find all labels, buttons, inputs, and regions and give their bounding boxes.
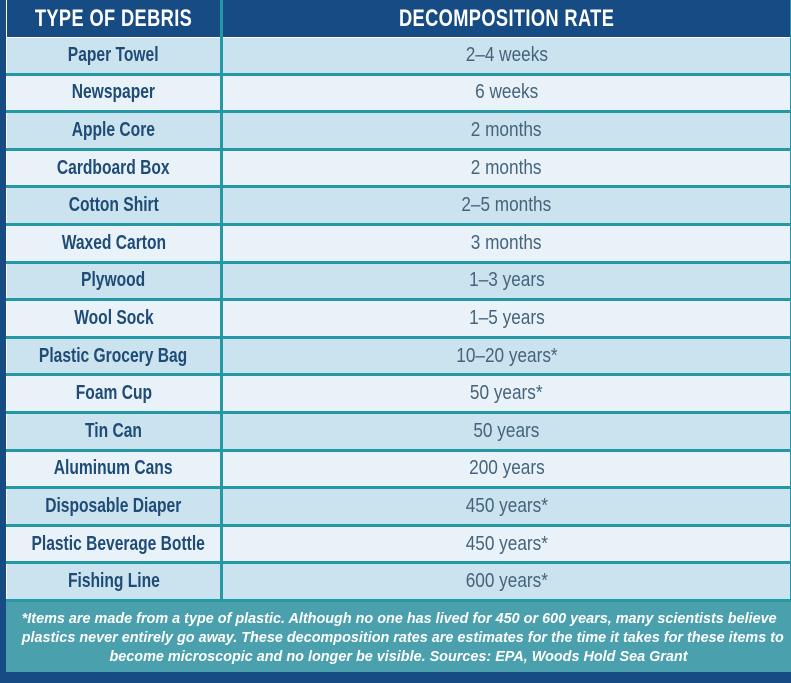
decomposition-rate-value: 2–5 months xyxy=(461,194,552,217)
debris-type-label: Fishing Line xyxy=(67,570,160,593)
decomposition-rate-value: 600 years* xyxy=(465,570,548,593)
debris-type-cell: Apple Core xyxy=(6,110,223,151)
footnote-line: become microscopic and no longer be visi… xyxy=(109,647,688,665)
debris-type-cell: Paper Towel xyxy=(6,37,223,76)
table-area: TYPE OF DEBRIS DECOMPOSITION RATE Paper … xyxy=(6,0,791,672)
table-row: Disposable Diaper 450 years* xyxy=(6,486,791,527)
debris-type-cell: Plastic Beverage Bottle xyxy=(6,523,223,565)
decomposition-rate-value: 2 months xyxy=(471,156,542,179)
debris-type-cell: Fishing Line xyxy=(6,561,223,602)
bottom-border xyxy=(0,675,791,683)
debris-type-cell: Foam Cup xyxy=(6,373,223,414)
debris-type-cell: Disposable Diaper xyxy=(6,486,223,527)
debris-type-label: Disposable Diaper xyxy=(45,494,182,517)
decomposition-rate-value: 6 weeks xyxy=(474,81,539,104)
decomposition-rate-cell: 450 years* xyxy=(221,486,791,527)
decomposition-rate-value: 2 months xyxy=(471,118,542,141)
debris-type-label: Wool Sock xyxy=(73,306,154,329)
decomposition-rate-cell: 2–5 months xyxy=(221,185,791,226)
debris-type-cell: Tin Can xyxy=(6,410,223,452)
table-row: Fishing Line 600 years* xyxy=(6,561,791,602)
header-cell-decomposition-rate: DECOMPOSITION RATE xyxy=(221,0,791,38)
debris-type-cell: Plywood xyxy=(6,260,223,302)
decomposition-rate-cell: 450 years* xyxy=(221,523,791,565)
decomposition-rate-value: 200 years xyxy=(468,457,545,480)
table-row: Apple Core 2 months xyxy=(6,110,791,151)
table-row: Plastic Grocery Bag 10–20 years* xyxy=(6,335,791,377)
table-row: Plywood 1–3 years xyxy=(6,260,791,302)
decomposition-rate-cell: 3 months xyxy=(221,222,791,264)
header-cell-type-of-debris: TYPE OF DEBRIS xyxy=(6,0,223,38)
decomposition-rate-value: 1–5 years xyxy=(468,306,545,329)
debris-type-cell: Aluminum Cans xyxy=(6,448,223,490)
table-row: Foam Cup 50 years* xyxy=(6,373,791,414)
table-row: Plastic Beverage Bottle 450 years* xyxy=(6,523,791,565)
table-row: Aluminum Cans 200 years xyxy=(6,448,791,490)
table-row: Cardboard Box 2 months xyxy=(6,147,791,189)
decomposition-rate-cell: 600 years* xyxy=(221,561,791,602)
table-row: Newspaper 6 weeks xyxy=(6,72,791,114)
debris-type-label: Plywood xyxy=(81,269,146,292)
debris-type-label: Waxed Carton xyxy=(61,231,166,254)
footnote: *Items are made from a type of plastic. … xyxy=(6,601,791,672)
debris-type-label: Tin Can xyxy=(85,419,142,442)
decomposition-rate-cell: 2 months xyxy=(221,110,791,151)
decomposition-rate-cell: 200 years xyxy=(221,448,791,490)
decomposition-rate-cell: 10–20 years* xyxy=(221,335,791,377)
debris-decomposition-table: TYPE OF DEBRIS DECOMPOSITION RATE Paper … xyxy=(6,0,791,602)
decomposition-rate-value: 50 years* xyxy=(470,382,543,405)
decomposition-rate-value: 450 years* xyxy=(465,532,548,555)
debris-type-label: Newspaper xyxy=(71,81,156,104)
decomposition-rate-cell: 2 months xyxy=(221,147,791,189)
table-body: Paper Towel 2–4 weeks Newspaper 6 weeks … xyxy=(6,37,791,602)
debris-type-cell: Cotton Shirt xyxy=(6,185,223,226)
table-row: Paper Towel 2–4 weeks xyxy=(6,37,791,76)
decomposition-rate-value: 10–20 years* xyxy=(455,344,558,367)
debris-type-label: Aluminum Cans xyxy=(54,457,173,480)
decomposition-rate-value: 450 years* xyxy=(465,494,548,517)
debris-type-label: Cardboard Box xyxy=(57,156,170,179)
table-row: Wool Sock 1–5 years xyxy=(6,298,791,339)
debris-type-cell: Plastic Grocery Bag xyxy=(6,335,223,377)
decomposition-rate-value: 50 years xyxy=(473,419,540,442)
debris-type-cell: Newspaper xyxy=(6,72,223,114)
header-label-decomposition-rate: DECOMPOSITION RATE xyxy=(398,4,615,32)
debris-type-label: Paper Towel xyxy=(68,43,159,66)
decomposition-rate-cell: 1–5 years xyxy=(221,298,791,339)
debris-type-label: Plastic Beverage Bottle xyxy=(31,532,205,555)
decomposition-rate-value: 2–4 weeks xyxy=(465,43,548,66)
header-label-type-of-debris: TYPE OF DEBRIS xyxy=(34,4,193,32)
table-row: Cotton Shirt 2–5 months xyxy=(6,185,791,226)
footnote-line: *Items are made from a type of plastic. … xyxy=(21,609,777,627)
debris-type-cell: Waxed Carton xyxy=(6,222,223,264)
decomposition-rate-value: 1–3 years xyxy=(468,269,545,292)
footnote-line: plastics never entirely go away. These d… xyxy=(21,628,784,646)
debris-type-label: Cotton Shirt xyxy=(68,194,159,217)
decomposition-rate-cell: 1–3 years xyxy=(221,260,791,302)
table-row: Tin Can 50 years xyxy=(6,410,791,452)
header-row: TYPE OF DEBRIS DECOMPOSITION RATE xyxy=(6,0,791,38)
decomposition-rate-cell: 6 weeks xyxy=(221,72,791,114)
decomposition-rate-cell: 50 years* xyxy=(221,373,791,414)
decomposition-rate-cell: 50 years xyxy=(221,410,791,452)
debris-type-cell: Cardboard Box xyxy=(6,147,223,189)
debris-type-label: Apple Core xyxy=(71,118,156,141)
debris-type-label: Foam Cup xyxy=(75,382,152,405)
table-header: TYPE OF DEBRIS DECOMPOSITION RATE xyxy=(6,0,791,38)
decomposition-rate-value: 3 months xyxy=(471,231,542,254)
debris-type-cell: Wool Sock xyxy=(6,298,223,339)
table-row: Waxed Carton 3 months xyxy=(6,222,791,264)
debris-type-label: Plastic Grocery Bag xyxy=(39,344,188,367)
decomposition-rate-cell: 2–4 weeks xyxy=(221,37,791,76)
